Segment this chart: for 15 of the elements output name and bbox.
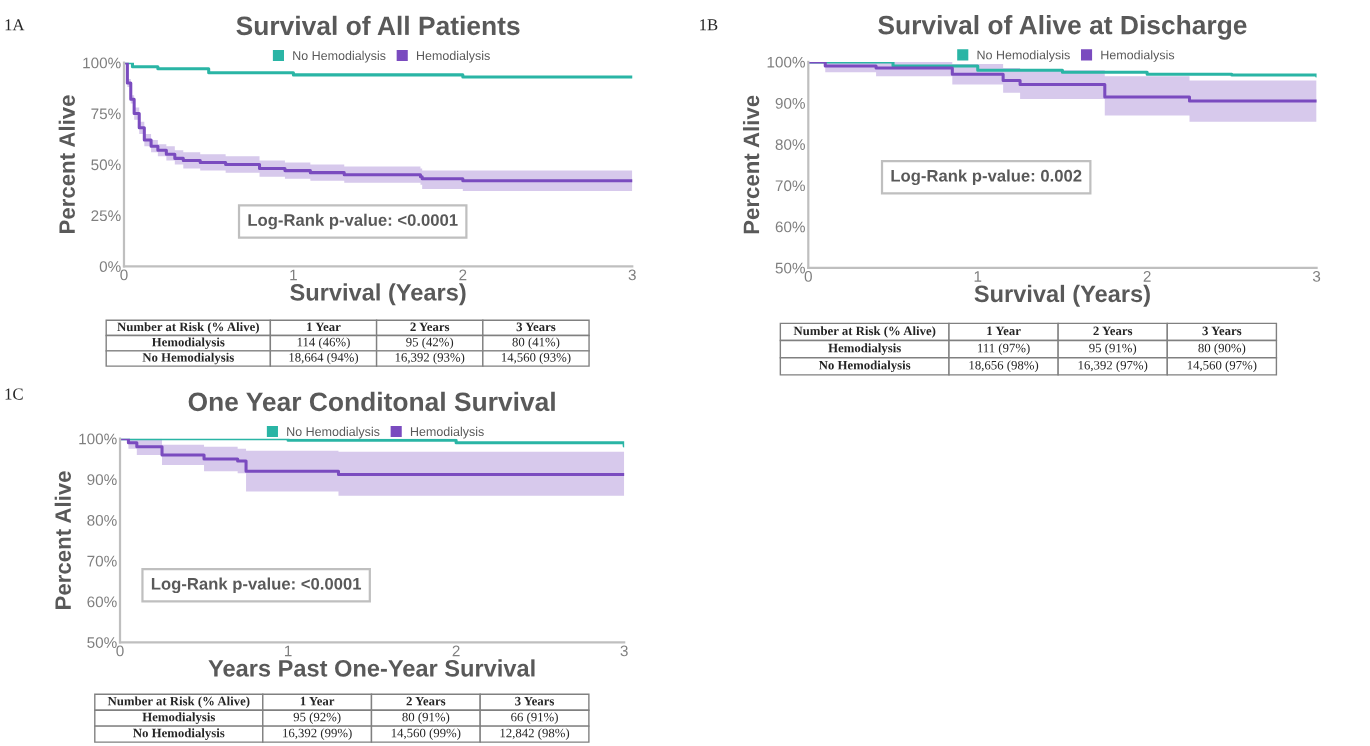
chart-title: Survival of All Patients <box>236 15 520 36</box>
x-axis-title: Survival (Years) <box>290 283 466 306</box>
chart-title: One Year Conditonal Survival <box>188 391 555 412</box>
y-axis-title: Percent Alive <box>58 95 75 233</box>
annotation: Log-Rank p-value: <0.0001 <box>248 213 458 230</box>
x-axis-title: Survival (Years) <box>974 284 1150 307</box>
y-axis-title: Percent Alive <box>54 471 71 609</box>
text: 1C <box>5 388 23 400</box>
chart-title: Survival of Alive at Discharge <box>878 15 1247 40</box>
annotation: Log-Rank p-value: 0.002 <box>891 169 1082 186</box>
annotation: Log-Rank p-value: <0.0001 <box>151 577 362 594</box>
x-axis-title: Years Past One-Year Survival <box>208 659 535 677</box>
text: 1A <box>5 19 25 31</box>
text: 1B <box>700 19 718 31</box>
y-axis-title: Percent Alive <box>742 95 760 234</box>
